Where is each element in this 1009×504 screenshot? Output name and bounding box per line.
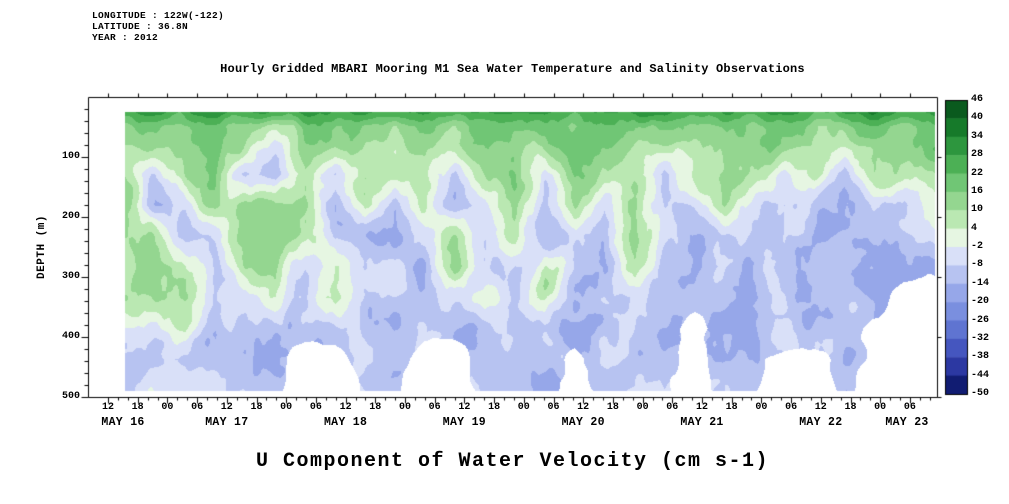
latitude-label: LATITUDE : 36.8N xyxy=(92,21,189,32)
caption: U Component of Water Velocity (cm s-1) xyxy=(255,450,770,473)
longitude-label: LONGITUDE : 122W(-122) xyxy=(92,10,225,21)
header-meta: LONGITUDE : 122W(-122) LATITUDE : 36.8N … xyxy=(92,10,224,43)
y-axis-label: DEPTH (m) xyxy=(36,215,48,279)
year-label: YEAR : 2012 xyxy=(92,32,159,43)
plot-title: Hourly Gridded MBARI Mooring M1 Sea Wate… xyxy=(220,62,805,76)
